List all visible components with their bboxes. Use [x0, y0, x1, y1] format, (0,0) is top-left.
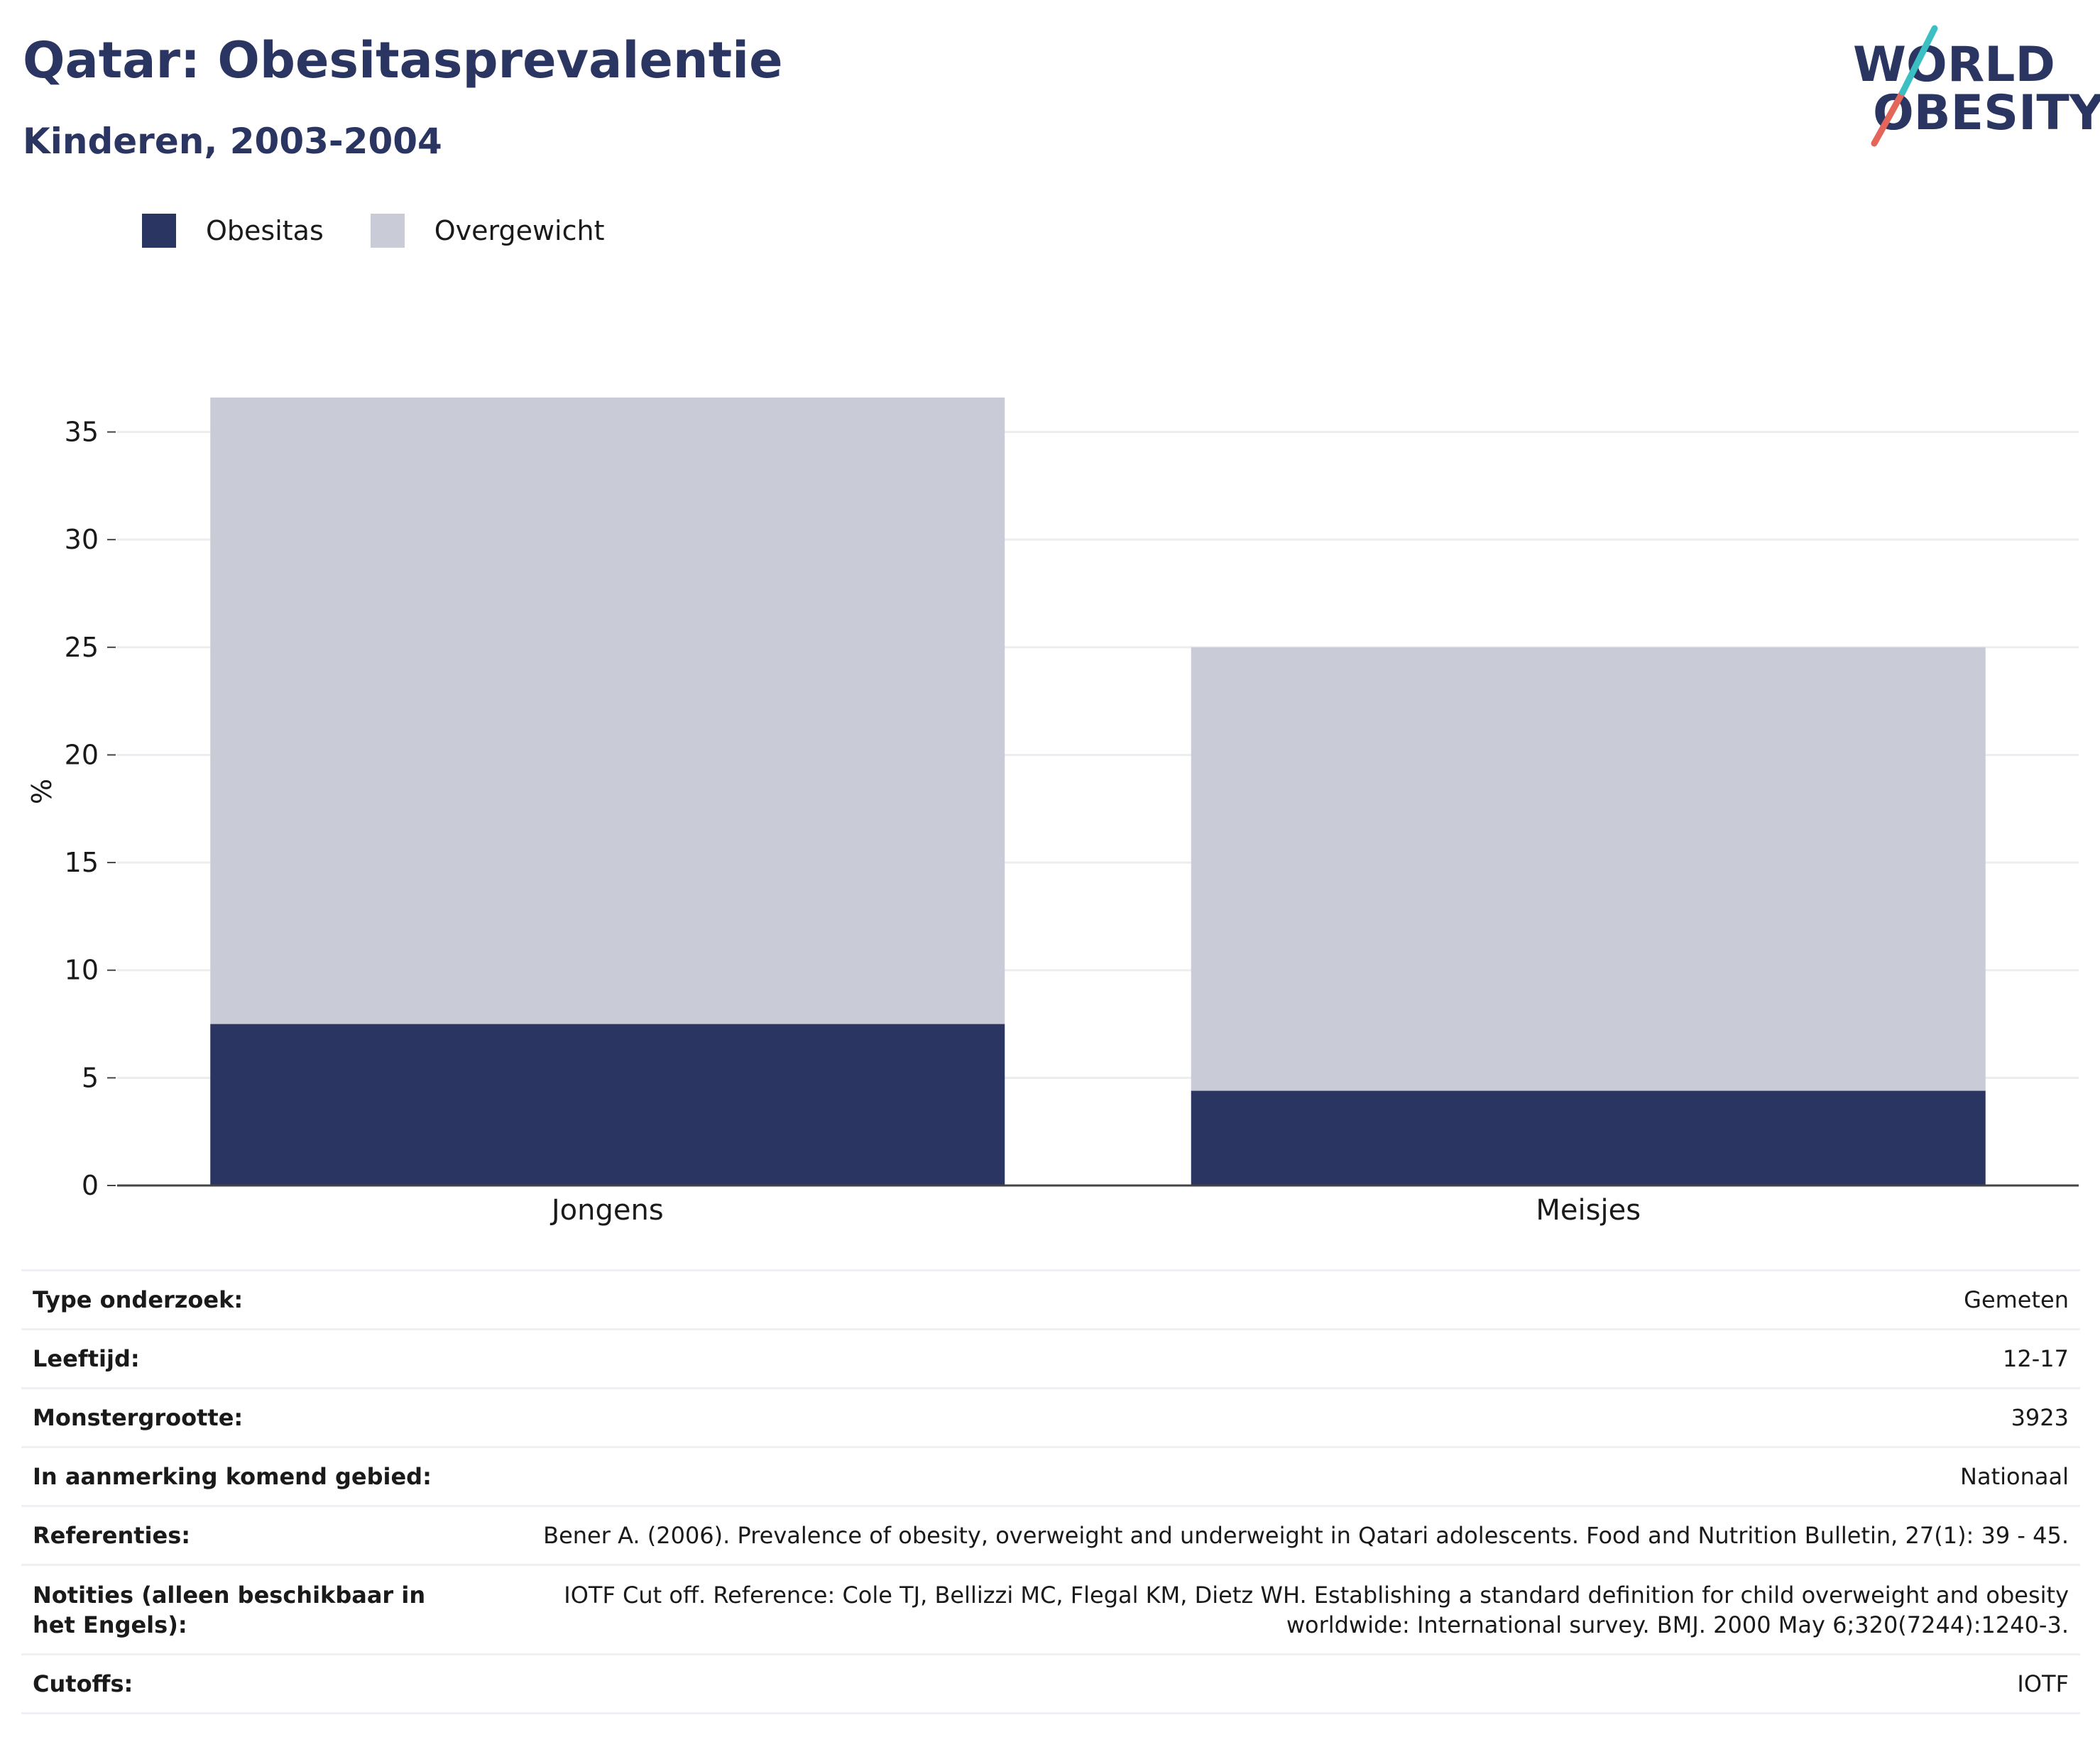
info-row-label: Cutoffs: [33, 1670, 133, 1697]
info-row-value: Bener A. (2006). Prevalence of obesity, … [543, 1522, 2069, 1549]
world-obesity-logo: WORLD OBESITY [1853, 21, 2100, 149]
info-row-label: Leeftijd: [33, 1345, 140, 1372]
info-row: Type onderzoek: Gemeten [21, 1271, 2080, 1330]
bar-overgewicht-jongens [210, 398, 1005, 1024]
info-row: In aanmerking komend gebied: Nationaal [21, 1448, 2080, 1507]
chart-legend: Obesitas Overgewicht [142, 213, 652, 248]
legend-item-overgewicht[interactable]: Overgewicht [370, 214, 605, 248]
y-axis-label: % [26, 779, 58, 804]
legend-label-obesitas: Obesitas [206, 215, 324, 246]
info-row-value: Nationaal [1960, 1463, 2069, 1490]
legend-swatch-overgewicht [370, 214, 405, 248]
x-category-label: Meisjes [1536, 1194, 1641, 1227]
y-tick-label: 10 [65, 955, 99, 986]
x-category-label: Jongens [549, 1194, 664, 1227]
info-row-value: 12-17 [2003, 1345, 2069, 1372]
y-tick-label: 30 [65, 524, 99, 555]
axes: 0 5 10 15 20 25 30 35% Jongens Meisjes [26, 417, 2079, 1227]
logo-line-1: WORLD [1853, 37, 2055, 93]
bar-obesitas-meisjes [1191, 1090, 1986, 1185]
info-row: Leeftijd: 12-17 [21, 1330, 2080, 1389]
y-tick-label: 35 [65, 417, 99, 448]
legend-swatch-obesitas [142, 214, 176, 248]
bar-overgewicht-meisjes [1191, 647, 1986, 1091]
info-row-label: In aanmerking komend gebied: [33, 1463, 432, 1490]
bar-chart: 0 5 10 15 20 25 30 35% Jongens Meisjes [26, 398, 2079, 1227]
info-row-label: Referenties: [33, 1522, 191, 1549]
info-row-value: Gemeten [1964, 1286, 2069, 1313]
info-row-label: Monstergrootte: [33, 1404, 244, 1431]
info-row-value: 3923 [2011, 1404, 2069, 1431]
y-tick-label: 5 [82, 1062, 99, 1093]
info-row: Notities (alleen beschikbaar in het Enge… [21, 1566, 2080, 1655]
logo-slash-icon [1871, 25, 1938, 147]
logo-line-2: OBESITY [1873, 85, 2100, 141]
chart-subtitle: Kinderen, 2003-2004 [23, 121, 442, 162]
info-row-label: Notities (alleen beschikbaar in het Enge… [33, 1581, 426, 1638]
y-tick-label: 20 [65, 739, 99, 770]
info-row: Referenties: Bener A. (2006). Prevalence … [21, 1507, 2080, 1566]
info-row: Monstergrootte: 3923 [21, 1389, 2080, 1448]
info-row-label: Type onderzoek: [33, 1286, 244, 1313]
y-tick-label: 0 [82, 1170, 99, 1201]
legend-item-obesitas[interactable]: Obesitas [142, 214, 324, 248]
legend-label-overgewicht: Overgewicht [434, 215, 605, 246]
bars [210, 398, 1986, 1185]
info-row: Cutoffs: IOTF [21, 1655, 2080, 1714]
info-row-value: IOTF [2017, 1670, 2069, 1697]
y-tick-label: 15 [65, 847, 99, 878]
info-table: Type onderzoek: Gemeten Leeftijd: 12-17 Mons… [21, 1269, 2080, 1714]
chart-title: Qatar: Obesitasprevalentie [23, 31, 783, 89]
info-row-value: IOTF Cut off. Reference: Cole TJ, Belliz… [564, 1581, 2069, 1638]
bar-obesitas-jongens [210, 1024, 1005, 1185]
y-tick-label: 25 [65, 632, 99, 663]
